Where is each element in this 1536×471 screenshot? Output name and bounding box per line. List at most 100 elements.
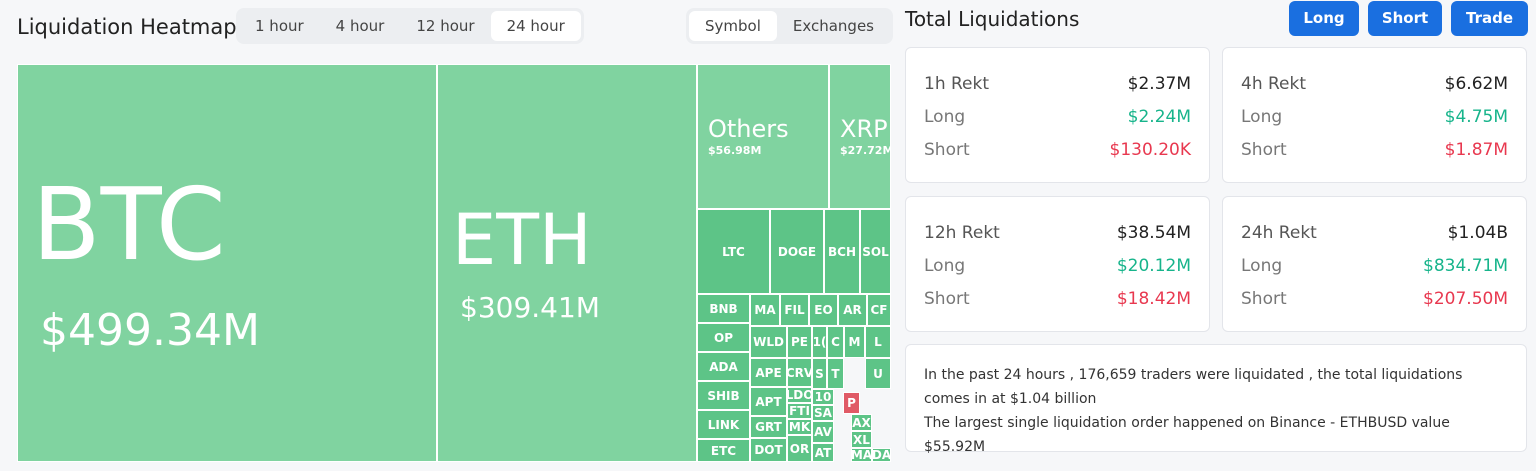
tile-symbol: ETH xyxy=(452,199,592,281)
view-tab[interactable]: Symbol xyxy=(689,11,777,41)
tile-symbol: L xyxy=(874,335,882,349)
button[interactable]: Long xyxy=(1289,1,1359,36)
tile-symbol: SA xyxy=(814,406,832,420)
card-row: Long $20.12M xyxy=(924,256,1191,276)
tile-symbol: LDO xyxy=(788,388,812,402)
tile: SOL xyxy=(860,209,891,294)
tile: SHIB xyxy=(697,381,750,410)
tile-value: $309.41M xyxy=(460,291,600,324)
summary-line: The largest single liquidation order hap… xyxy=(924,415,1450,455)
tile-symbol: LTC xyxy=(722,244,745,259)
tile-symbol: AR xyxy=(843,303,862,317)
tile: BCH xyxy=(824,209,860,294)
card-row: 1h Rekt $2.37M xyxy=(924,74,1191,94)
tile: APE xyxy=(750,358,787,387)
tile-symbol: OP xyxy=(714,330,733,345)
summary: In the past 24 hours , 176,659 traders w… xyxy=(905,344,1527,455)
tile-symbol: APE xyxy=(755,365,782,380)
tile: Others $56.98M xyxy=(697,64,829,209)
tile-symbol: C xyxy=(831,335,840,349)
tile: DOGE xyxy=(770,209,824,294)
tile-symbol: DOT xyxy=(754,443,783,457)
row-value: $18.42M xyxy=(1116,289,1191,309)
tile-symbol: MA xyxy=(851,448,872,462)
tile: ADA xyxy=(697,352,750,381)
tile: OP xyxy=(697,323,750,352)
tile: AR xyxy=(838,294,867,326)
tile: APT xyxy=(750,387,787,416)
card-row: 24h Rekt $1.04B xyxy=(1241,223,1508,243)
row-value: $1.04B xyxy=(1447,223,1508,243)
tile: XRP $27.72M xyxy=(829,64,891,209)
row-value: $4.75M xyxy=(1444,107,1508,127)
card-row: Short $130.20K xyxy=(924,140,1191,160)
row-label: Short xyxy=(1241,140,1287,160)
card-row: Short $207.50M xyxy=(1241,289,1508,309)
row-value: $6.62M xyxy=(1444,74,1508,94)
view-tab[interactable]: Exchanges xyxy=(792,17,874,35)
row-label: 4h Rekt xyxy=(1241,74,1307,94)
time-tab[interactable]: 12 hour xyxy=(416,17,475,35)
tile: MA xyxy=(750,294,780,326)
tile: DOT xyxy=(750,438,787,462)
row-value: $38.54M xyxy=(1116,223,1191,243)
tile: DA xyxy=(872,448,891,462)
time-tab[interactable]: 4 hour xyxy=(335,17,385,35)
tile-symbol: MA xyxy=(754,303,776,317)
tile-symbol: ADA xyxy=(709,359,738,374)
time-tabs: 1 hour 4 hour 12 hour 24 hour xyxy=(236,8,584,44)
tile-symbol: DA xyxy=(872,448,891,462)
tile: LTC xyxy=(697,209,770,294)
card-row: Long $2.24M xyxy=(924,107,1191,127)
button[interactable]: Trade xyxy=(1451,1,1528,36)
tile-symbol: Others xyxy=(708,115,789,143)
row-value: $834.71M xyxy=(1423,256,1508,276)
tile-symbol: XL xyxy=(853,432,870,447)
card: 12h Rekt $38.54M Long $20.12M Short $18.42M xyxy=(905,196,1210,332)
tile-symbol: AX xyxy=(852,415,871,430)
tile-symbol: XRP xyxy=(840,115,888,143)
tile-symbol: SOL xyxy=(862,244,889,259)
row-label: Long xyxy=(1241,107,1283,127)
tile-symbol: APT xyxy=(755,394,782,409)
tile: CF xyxy=(867,294,891,326)
row-label: 1h Rekt xyxy=(924,74,990,94)
summary-line: In the past 24 hours , 176,659 traders w… xyxy=(924,367,1463,407)
tile: AT xyxy=(812,443,834,462)
tile: T xyxy=(827,358,844,389)
card: 1h Rekt $2.37M Long $2.24M Short $130.20K xyxy=(905,47,1210,183)
tile: MA xyxy=(851,448,872,462)
tile-symbol: SHIB xyxy=(707,388,740,403)
tile: 10 xyxy=(812,389,834,405)
tile-symbol: WLD xyxy=(753,335,784,349)
time-tab[interactable]: 1 hour xyxy=(255,17,304,35)
tile-value: $27.72M xyxy=(840,143,891,157)
tile-symbol: BTC xyxy=(32,166,226,283)
row-value: $20.12M xyxy=(1116,256,1191,276)
card-row: Short $18.42M xyxy=(924,289,1191,309)
tile: XL xyxy=(851,431,872,448)
row-label: Short xyxy=(924,289,970,309)
tile-symbol: 1( xyxy=(812,335,827,349)
tile: MK xyxy=(787,419,812,435)
row-label: Short xyxy=(924,140,970,160)
tile: M xyxy=(844,326,865,358)
button[interactable]: Short xyxy=(1368,1,1442,36)
tile-symbol: FTI xyxy=(789,404,810,418)
card: 4h Rekt $6.62M Long $4.75M Short $1.87M xyxy=(1222,47,1527,183)
time-tab[interactable]: 24 hour xyxy=(490,11,581,41)
row-value: $2.37M xyxy=(1127,74,1191,94)
tile: SA xyxy=(812,405,834,421)
view-tabs: Symbol Exchanges xyxy=(686,8,893,44)
row-label: Long xyxy=(1241,256,1283,276)
tile-symbol: FIL xyxy=(784,303,805,317)
tile: OR xyxy=(787,435,812,462)
tile: C xyxy=(827,326,844,358)
row-label: 24h Rekt xyxy=(1241,223,1317,243)
tile-symbol: CF xyxy=(870,303,888,317)
tile-symbol: S xyxy=(815,366,824,381)
tile: CRV xyxy=(787,358,812,387)
tile: EO xyxy=(809,294,838,326)
row-label: Long xyxy=(924,107,966,127)
